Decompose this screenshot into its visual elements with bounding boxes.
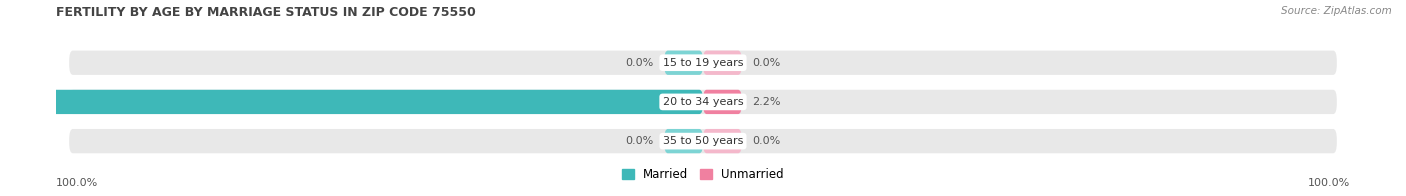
Text: 0.0%: 0.0% bbox=[626, 136, 654, 146]
Text: 0.0%: 0.0% bbox=[626, 58, 654, 68]
FancyBboxPatch shape bbox=[664, 51, 703, 75]
FancyBboxPatch shape bbox=[69, 129, 1337, 153]
Text: Source: ZipAtlas.com: Source: ZipAtlas.com bbox=[1281, 6, 1392, 16]
Legend: Married, Unmarried: Married, Unmarried bbox=[617, 164, 789, 186]
Text: 0.0%: 0.0% bbox=[752, 136, 780, 146]
Text: 15 to 19 years: 15 to 19 years bbox=[662, 58, 744, 68]
FancyBboxPatch shape bbox=[69, 51, 1337, 75]
Text: 20 to 34 years: 20 to 34 years bbox=[662, 97, 744, 107]
Text: 100.0%: 100.0% bbox=[1308, 178, 1350, 188]
FancyBboxPatch shape bbox=[703, 129, 742, 153]
FancyBboxPatch shape bbox=[0, 90, 703, 114]
Text: 0.0%: 0.0% bbox=[752, 58, 780, 68]
Text: 100.0%: 100.0% bbox=[56, 178, 98, 188]
FancyBboxPatch shape bbox=[69, 90, 1337, 114]
Text: 35 to 50 years: 35 to 50 years bbox=[662, 136, 744, 146]
FancyBboxPatch shape bbox=[664, 129, 703, 153]
FancyBboxPatch shape bbox=[703, 51, 742, 75]
Text: FERTILITY BY AGE BY MARRIAGE STATUS IN ZIP CODE 75550: FERTILITY BY AGE BY MARRIAGE STATUS IN Z… bbox=[56, 6, 477, 19]
Text: 2.2%: 2.2% bbox=[752, 97, 780, 107]
FancyBboxPatch shape bbox=[703, 90, 742, 114]
